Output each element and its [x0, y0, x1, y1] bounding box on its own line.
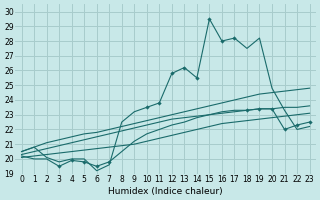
X-axis label: Humidex (Indice chaleur): Humidex (Indice chaleur): [108, 187, 223, 196]
